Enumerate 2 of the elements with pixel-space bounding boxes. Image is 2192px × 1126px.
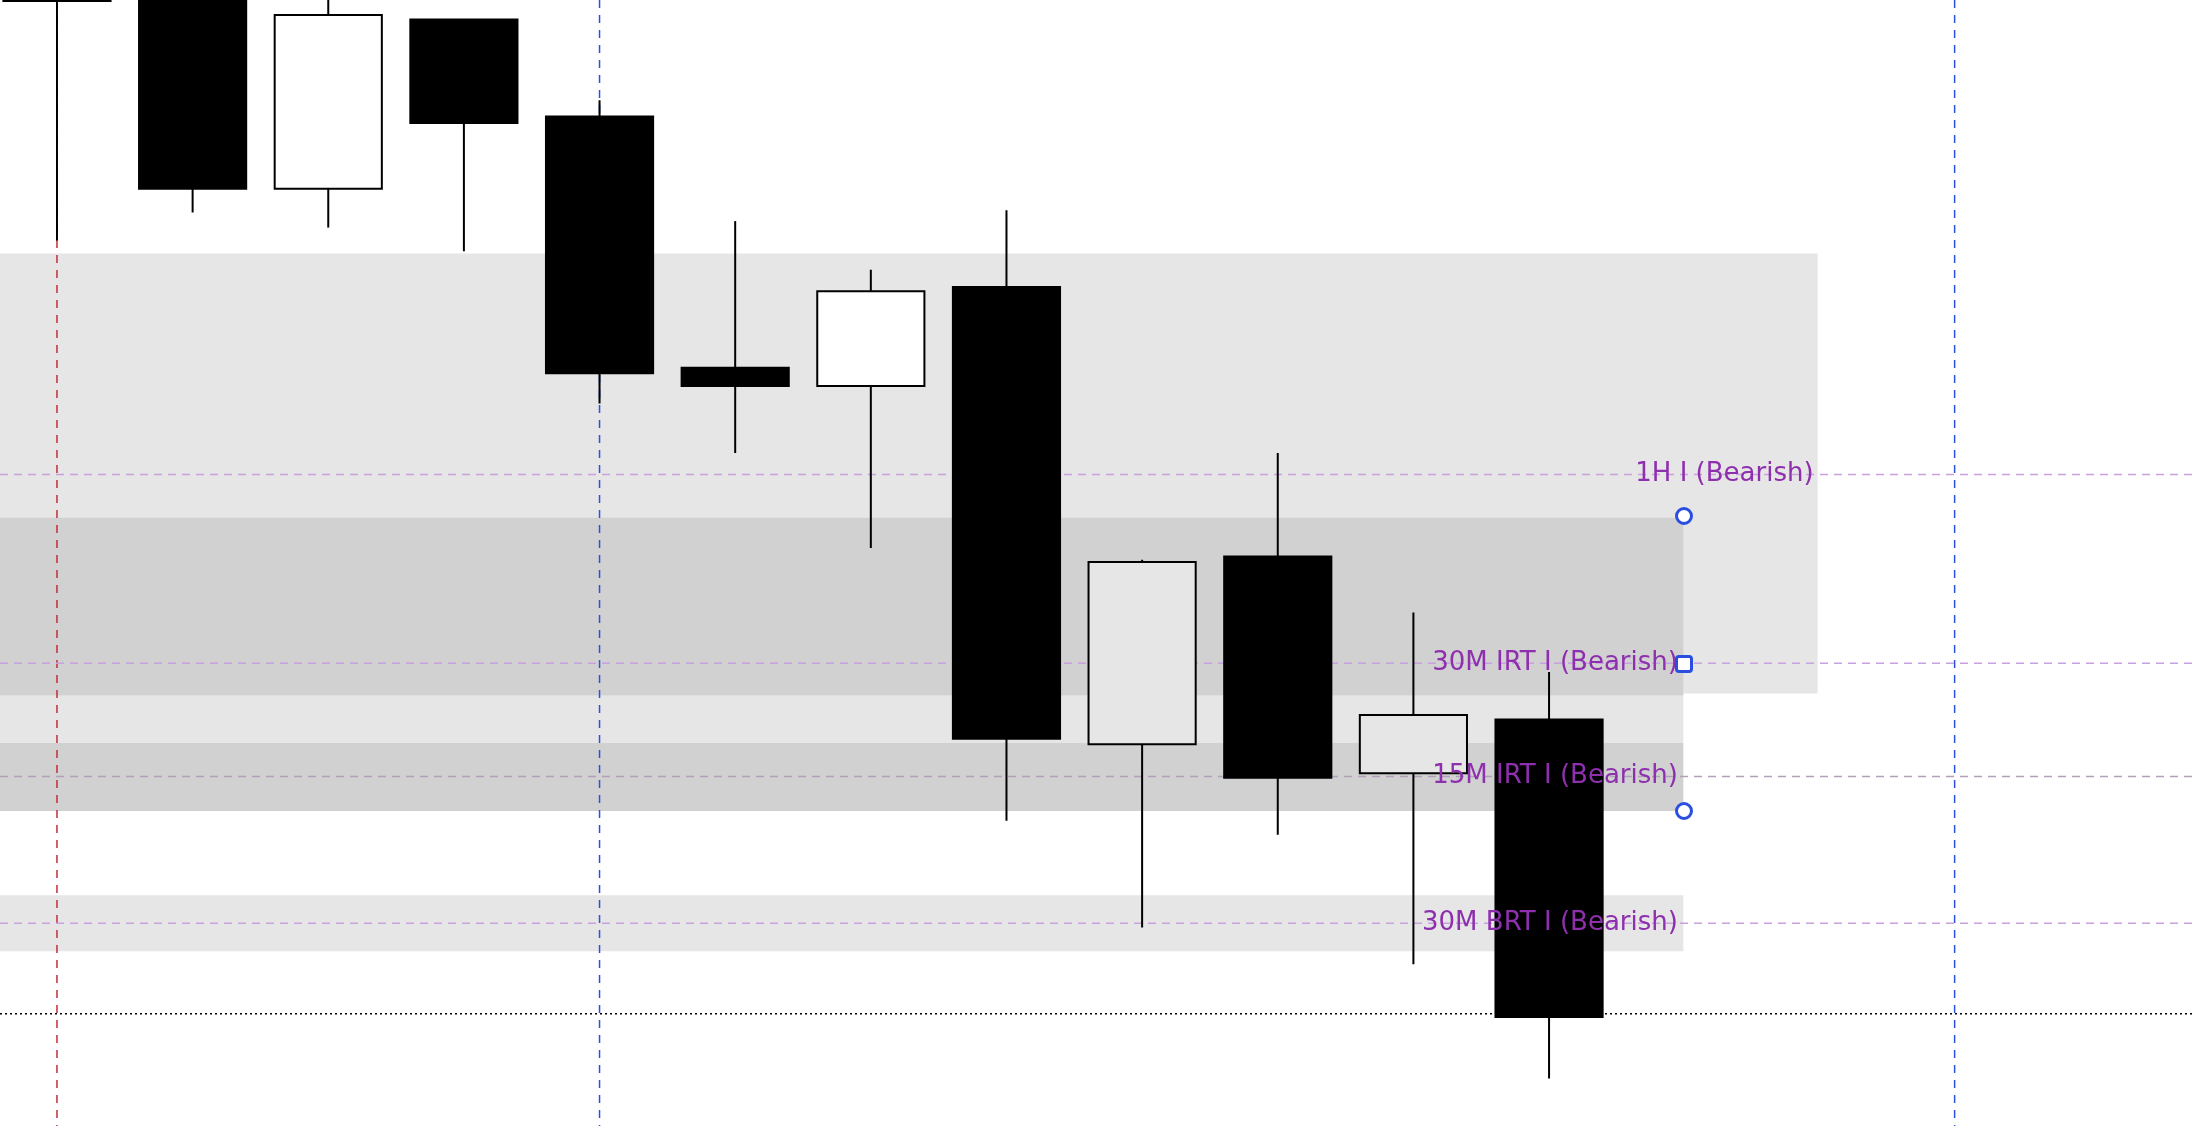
ref-line-label: 30M IRT I (Bearish) — [1432, 646, 1678, 677]
ref-line-label: 1H I (Bearish) — [1635, 457, 1814, 488]
